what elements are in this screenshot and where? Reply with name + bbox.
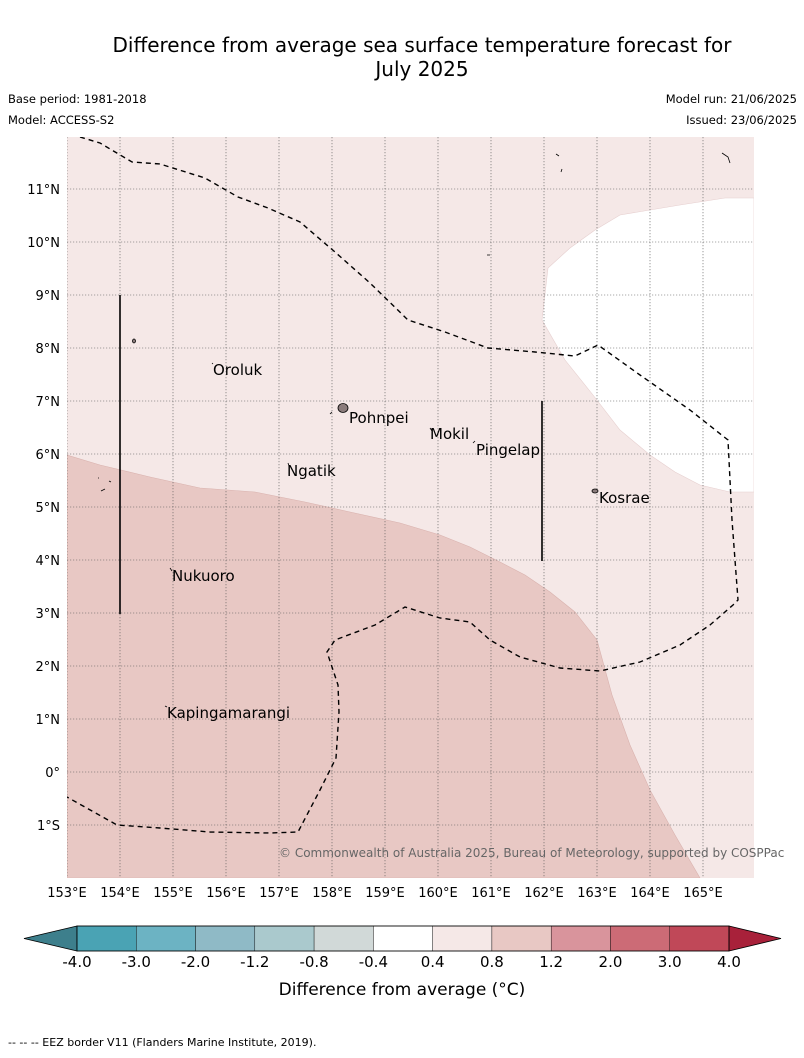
lat-label: 3°N bbox=[36, 607, 61, 622]
colorbar-segment bbox=[610, 925, 670, 952]
lat-label: 0° bbox=[45, 766, 60, 781]
colorbar-tick-label: -3.0 bbox=[121, 953, 151, 971]
kosrae-island-shape bbox=[591, 488, 599, 494]
title-line-1: Difference from average sea surface temp… bbox=[112, 33, 732, 57]
colorbar-segment bbox=[136, 925, 196, 952]
lat-label: 8°N bbox=[36, 342, 61, 357]
colorbar-segment bbox=[76, 925, 137, 952]
lon-label: 155°E bbox=[153, 886, 193, 901]
lon-label: 153°E bbox=[47, 886, 87, 901]
place-label-kosrae: Kosrae bbox=[599, 489, 650, 507]
graticule bbox=[67, 137, 754, 878]
colorbar-tick-label: -1.2 bbox=[240, 953, 270, 971]
colorbar-extend-low bbox=[23, 925, 78, 952]
lon-label: 163°E bbox=[577, 886, 617, 901]
place-label-kapingamarangi: Kapingamarangi bbox=[167, 704, 290, 722]
colorbar-tick-label: 1.2 bbox=[539, 953, 564, 971]
colorbar-tick-label: 0.4 bbox=[420, 953, 445, 971]
colorbar-tick-label: 0.8 bbox=[479, 953, 504, 971]
lat-label: 9°N bbox=[36, 289, 61, 304]
base-period: Base period: 1981-2018 bbox=[8, 92, 147, 106]
model-name: Model: ACCESS-S2 bbox=[8, 113, 115, 127]
chart-title: Difference from average sea surface temp… bbox=[40, 33, 804, 81]
colorbar-tick-label: -0.8 bbox=[299, 953, 329, 971]
colorbar-label: Difference from average (°C) bbox=[278, 980, 526, 1000]
colorbar-tick-label: -0.4 bbox=[358, 953, 388, 971]
colorbar-tick-label: -2.0 bbox=[180, 953, 211, 971]
anomaly-band-neutral bbox=[541, 197, 754, 493]
lon-label: 162°E bbox=[524, 886, 564, 901]
lat-label: 5°N bbox=[36, 501, 61, 516]
colorbar-segment bbox=[491, 925, 552, 952]
small-island-shape bbox=[132, 338, 136, 344]
title-line-2: July 2025 bbox=[375, 57, 469, 81]
lon-label: 160°E bbox=[418, 886, 458, 901]
place-label-oroluk: Oroluk bbox=[213, 361, 262, 379]
longitude-labels: 153°E 154°E 155°E 156°E 157°E 158°E 159°E 160°E… bbox=[47, 886, 723, 901]
footer-note: -- -- -- EEZ border V11 (Flanders Marine… bbox=[8, 1036, 317, 1049]
latitude-labels: 11°N 10°N 9°N 8°N 7°N 6°N 5°N 4°N 3°N 2°N 1°N 0° 1°S bbox=[27, 183, 60, 834]
place-label-pohnpei: Pohnpei bbox=[349, 409, 409, 427]
place-label-mokil: Mokil bbox=[430, 425, 469, 443]
colorbar-segment bbox=[313, 925, 374, 952]
model-run: Model run: 21/06/2025 bbox=[665, 92, 797, 106]
lon-label: 156°E bbox=[206, 886, 246, 901]
place-labels: Oroluk Pohnpei Mokil Pingelap Ngatik Kosrae Nu… bbox=[167, 361, 650, 722]
colorbar-segment bbox=[254, 925, 315, 952]
colorbar-tick-label: 4.0 bbox=[717, 953, 741, 971]
lat-label: 11°N bbox=[27, 183, 60, 198]
lat-label: 10°N bbox=[27, 236, 60, 251]
lat-label: 1°S bbox=[37, 819, 60, 834]
colorbar-tick-label: 2.0 bbox=[598, 953, 623, 971]
colorbar-tick-label: 3.0 bbox=[657, 953, 682, 971]
issued-date: Issued: 23/06/2025 bbox=[686, 113, 797, 127]
colorbar-extend-high bbox=[728, 925, 782, 952]
lat-label: 4°N bbox=[36, 554, 61, 569]
colorbar-segment bbox=[432, 925, 493, 952]
lon-label: 157°E bbox=[259, 886, 299, 901]
islands bbox=[98, 152, 731, 708]
pohnpei-island-shape bbox=[337, 403, 349, 413]
place-label-nukuoro: Nukuoro bbox=[172, 567, 235, 585]
lon-label: 158°E bbox=[312, 886, 352, 901]
colorbar-segment bbox=[373, 925, 433, 952]
colorbar-segment bbox=[550, 925, 611, 952]
colorbar-segment bbox=[195, 925, 256, 952]
colorbar bbox=[23, 925, 782, 952]
lon-label: 154°E bbox=[100, 886, 140, 901]
lon-label: 161°E bbox=[471, 886, 511, 901]
lon-label: 165°E bbox=[683, 886, 723, 901]
lat-label: 6°N bbox=[36, 448, 61, 463]
lat-label: 7°N bbox=[36, 395, 61, 410]
colorbar-tick-label: -4.0 bbox=[62, 953, 92, 971]
eez-border bbox=[67, 137, 739, 834]
lon-label: 159°E bbox=[365, 886, 405, 901]
lat-label: 2°N bbox=[36, 660, 61, 675]
place-label-ngatik: Ngatik bbox=[287, 462, 336, 480]
place-label-pingelap: Pingelap bbox=[476, 441, 540, 459]
lon-label: 164°E bbox=[630, 886, 670, 901]
colorbar-segment bbox=[669, 925, 730, 952]
lat-label: 1°N bbox=[36, 713, 61, 728]
copyright-text: © Commonwealth of Australia 2025, Bureau… bbox=[279, 846, 784, 860]
